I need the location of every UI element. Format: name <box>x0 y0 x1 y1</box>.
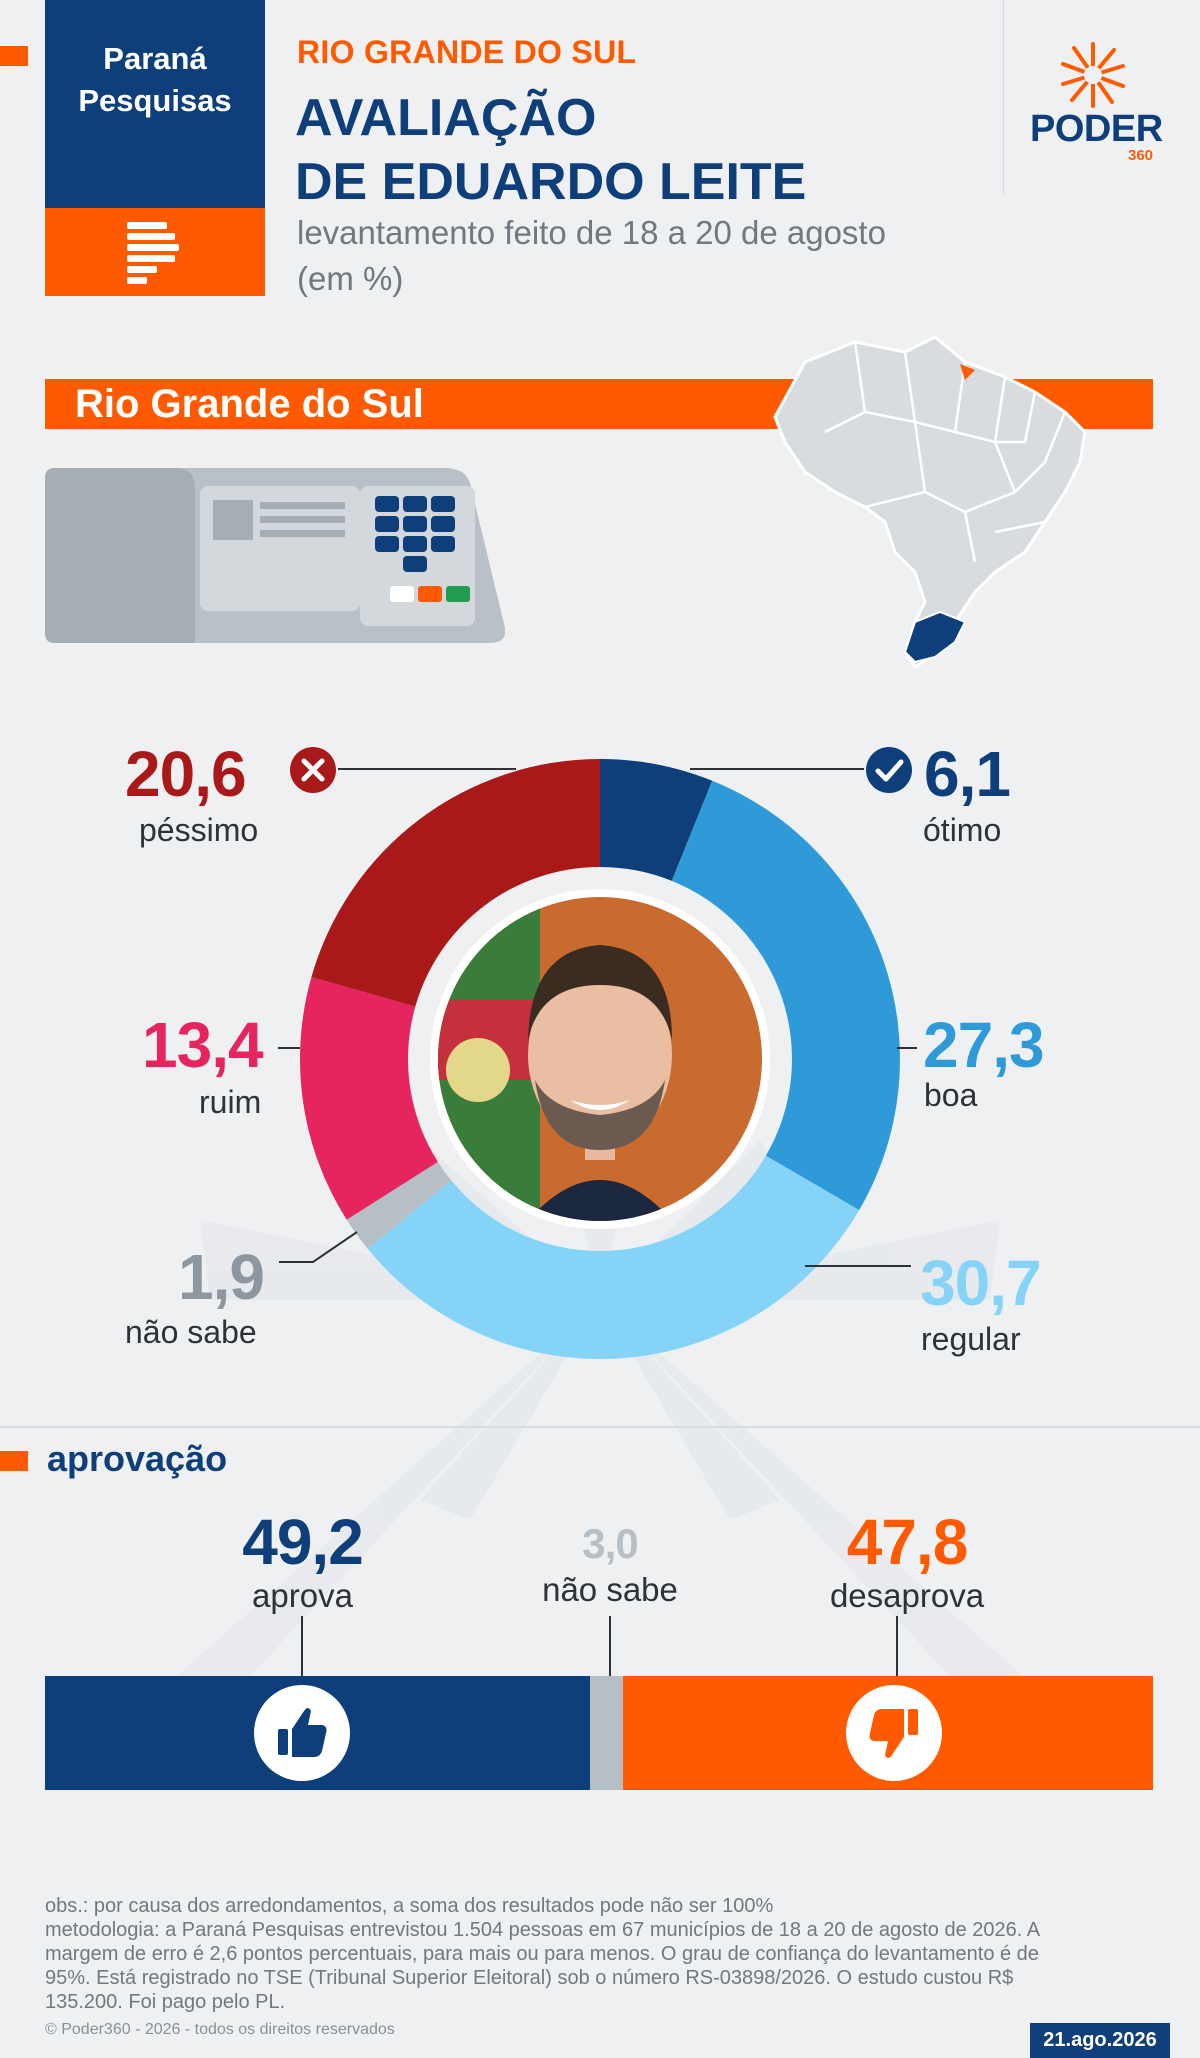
subtitle: levantamento feito de 18 a 20 de agosto … <box>297 214 886 297</box>
donut-slice-ruim <box>300 977 438 1220</box>
source-name: Paraná Pesquisas <box>78 41 232 118</box>
x-circle-icon <box>290 747 336 793</box>
aprova-value: 49,2 <box>242 1506 364 1578</box>
regular-label: regular <box>921 1321 1021 1357</box>
donut-slice-otimo <box>600 759 713 881</box>
publication-date: 21.ago.2026 <box>1030 2023 1170 2058</box>
desaprova-stem <box>896 1616 898 1676</box>
donut-slice-pessimo <box>311 759 600 1007</box>
header-divider <box>1003 0 1004 195</box>
kicker: RIO GRANDE DO SUL <box>297 34 637 70</box>
approval-title: aprovação <box>47 1438 228 1479</box>
bar-segment-nao-sabe <box>590 1676 624 1790</box>
ruim-leader <box>278 1047 300 1049</box>
aprova-label: aprova <box>252 1577 353 1614</box>
otimo-label: ótimo <box>923 812 1002 848</box>
nao-sabe-approval-label: não sabe <box>542 1571 678 1608</box>
page-title: AVALIAÇÃO DE EDUARDO LEITE <box>295 89 807 211</box>
candidate-photo <box>438 897 762 1221</box>
nao-sabe-approval-value: 3,0 <box>582 1520 638 1567</box>
brand-logo: PODER <box>1030 108 1163 150</box>
check-circle-icon <box>866 747 912 793</box>
region-banner-label: Rio Grande do Sul <box>75 382 424 426</box>
boa-leader <box>897 1047 917 1049</box>
brazil-map <box>773 335 1087 670</box>
nao-sabe-value: 1,9 <box>178 1241 265 1313</box>
ruim-label: ruim <box>199 1084 262 1120</box>
aprova-stem <box>301 1616 303 1676</box>
otimo-value: 6,1 <box>924 738 1011 810</box>
desaprova-label: desaprova <box>829 1577 985 1614</box>
ruim-value: 13,4 <box>142 1009 264 1081</box>
desaprova-value: 47,8 <box>846 1506 969 1578</box>
thumbs-up-icon <box>278 1708 327 1757</box>
parana-pesquisas-p-icon <box>127 222 179 284</box>
section-divider <box>0 1426 1200 1428</box>
nao-sabe-leader <box>279 1231 358 1263</box>
copyright: © Poder360 - 2026 - todos os direitos re… <box>45 2021 395 2038</box>
pessimo-leader <box>338 768 516 770</box>
boa-label: boa <box>924 1077 978 1113</box>
otimo-leader <box>690 768 864 770</box>
brand-suffix: 360 <box>1128 147 1154 164</box>
donut-slice-nao-sabe <box>346 1161 452 1249</box>
thumbs-down-icon <box>869 1709 918 1758</box>
pessimo-value: 20,6 <box>125 738 247 810</box>
donut-slice-regular <box>367 1155 860 1359</box>
pessimo-label: péssimo <box>139 812 259 848</box>
nao-sabe-label: não sabe <box>125 1314 257 1350</box>
accent-tab <box>0 46 28 66</box>
nao-sabe-stem <box>609 1616 611 1676</box>
approval-accent-tab <box>0 1451 28 1471</box>
thumbs-down-badge <box>846 1685 942 1781</box>
source-logo: Paraná Pesquisas <box>45 0 265 296</box>
regular-value: 30,7 <box>920 1247 1042 1319</box>
methodology-notes: obs.: por causa dos arredondamentos, a s… <box>45 1895 1041 2013</box>
voting-machine-illustration <box>45 468 505 643</box>
evaluation-donut-chart <box>300 759 900 1359</box>
thumbs-up-badge <box>254 1685 350 1781</box>
boa-value: 27,3 <box>923 1009 1045 1081</box>
poder-sun-icon <box>1061 42 1125 108</box>
regular-leader <box>805 1265 911 1267</box>
donut-slice-boa <box>671 780 900 1211</box>
